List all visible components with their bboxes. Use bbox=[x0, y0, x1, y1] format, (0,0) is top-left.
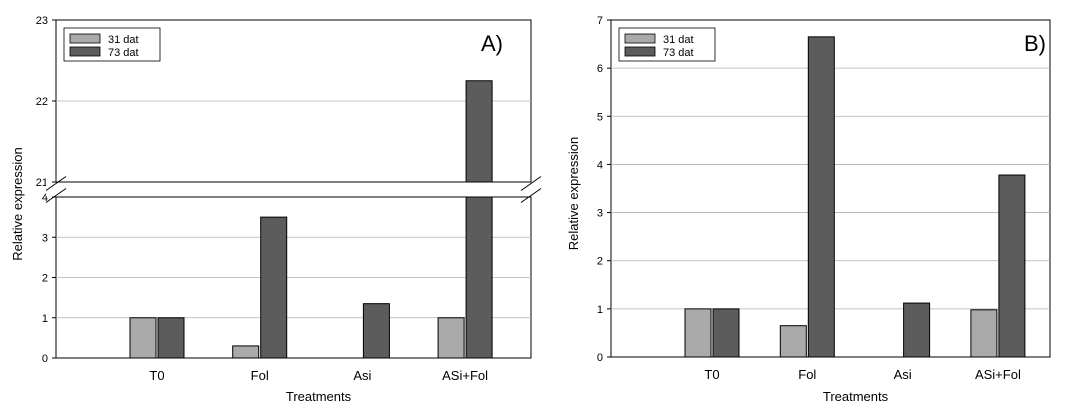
x-tick-label: Asi bbox=[353, 368, 371, 383]
axis-break-mark bbox=[520, 176, 542, 191]
bar bbox=[903, 302, 931, 358]
bar bbox=[465, 196, 493, 359]
legend-label-0: 31 dat bbox=[108, 34, 139, 46]
x-tick-label: T0 bbox=[149, 368, 164, 383]
bar bbox=[998, 174, 1026, 358]
axis-break-gap bbox=[521, 183, 541, 196]
bar bbox=[465, 80, 493, 183]
y-axis-title: Relative expression bbox=[566, 137, 581, 250]
legend-swatch-0 bbox=[624, 33, 656, 44]
axis-break-gap bbox=[46, 183, 66, 196]
bar bbox=[970, 309, 998, 358]
y-tick-label: 4 bbox=[597, 159, 603, 171]
y-tick-label: 5 bbox=[597, 111, 603, 123]
y-tick-label: 22 bbox=[36, 96, 48, 108]
bar bbox=[712, 308, 740, 358]
legend-label-1: 73 dat bbox=[108, 47, 139, 59]
x-tick-label: T0 bbox=[704, 367, 719, 382]
panel-label: A) bbox=[481, 31, 503, 56]
bar bbox=[362, 303, 390, 359]
bar bbox=[684, 308, 712, 358]
bar bbox=[157, 317, 185, 359]
y-tick-label: 4 bbox=[42, 192, 48, 204]
bar bbox=[437, 317, 465, 359]
legend-swatch-1 bbox=[624, 46, 656, 57]
legend-label-0: 31 dat bbox=[663, 34, 694, 46]
y-tick-label: 7 bbox=[597, 15, 603, 27]
x-axis-title: Treatments bbox=[823, 389, 889, 404]
bar bbox=[129, 317, 157, 359]
panel-label: B) bbox=[1024, 31, 1046, 56]
axis-break-mark bbox=[45, 176, 67, 191]
legend-swatch-1 bbox=[69, 46, 101, 57]
legend-swatch-0 bbox=[69, 33, 101, 44]
axis-break-mark bbox=[520, 188, 542, 203]
y-tick-label: 0 bbox=[597, 352, 603, 364]
bar bbox=[779, 325, 807, 358]
y-tick-label: 2 bbox=[597, 256, 603, 268]
axis-break-mark bbox=[45, 188, 67, 203]
y-tick-label: 1 bbox=[42, 313, 48, 325]
y-tick-label: 3 bbox=[42, 232, 48, 244]
bar bbox=[232, 345, 260, 359]
y-axis-title: Relative expression bbox=[10, 147, 25, 260]
x-tick-label: Asi bbox=[894, 367, 912, 382]
y-tick-label: 0 bbox=[42, 353, 48, 365]
y-tick-label: 21 bbox=[36, 177, 48, 189]
bar bbox=[260, 216, 288, 359]
y-tick-label: 1 bbox=[597, 304, 603, 316]
x-tick-label: Fol bbox=[798, 367, 816, 382]
x-tick-label: Fol bbox=[251, 368, 269, 383]
y-tick-label: 2 bbox=[42, 273, 48, 285]
bar bbox=[807, 36, 835, 358]
x-tick-label: ASi+Fol bbox=[442, 368, 488, 383]
x-axis-title: Treatments bbox=[286, 389, 352, 404]
y-tick-label: 6 bbox=[597, 63, 603, 75]
y-tick-label: 23 bbox=[36, 15, 48, 27]
x-tick-label: ASi+Fol bbox=[975, 367, 1021, 382]
y-tick-label: 3 bbox=[597, 208, 603, 220]
panel-b: 0 1 2 3 4 5 6 7 T0 Fol Asi ASi+Fol Treatments Relativ… bbox=[566, 15, 1051, 404]
legend-label-1: 73 dat bbox=[663, 47, 694, 59]
